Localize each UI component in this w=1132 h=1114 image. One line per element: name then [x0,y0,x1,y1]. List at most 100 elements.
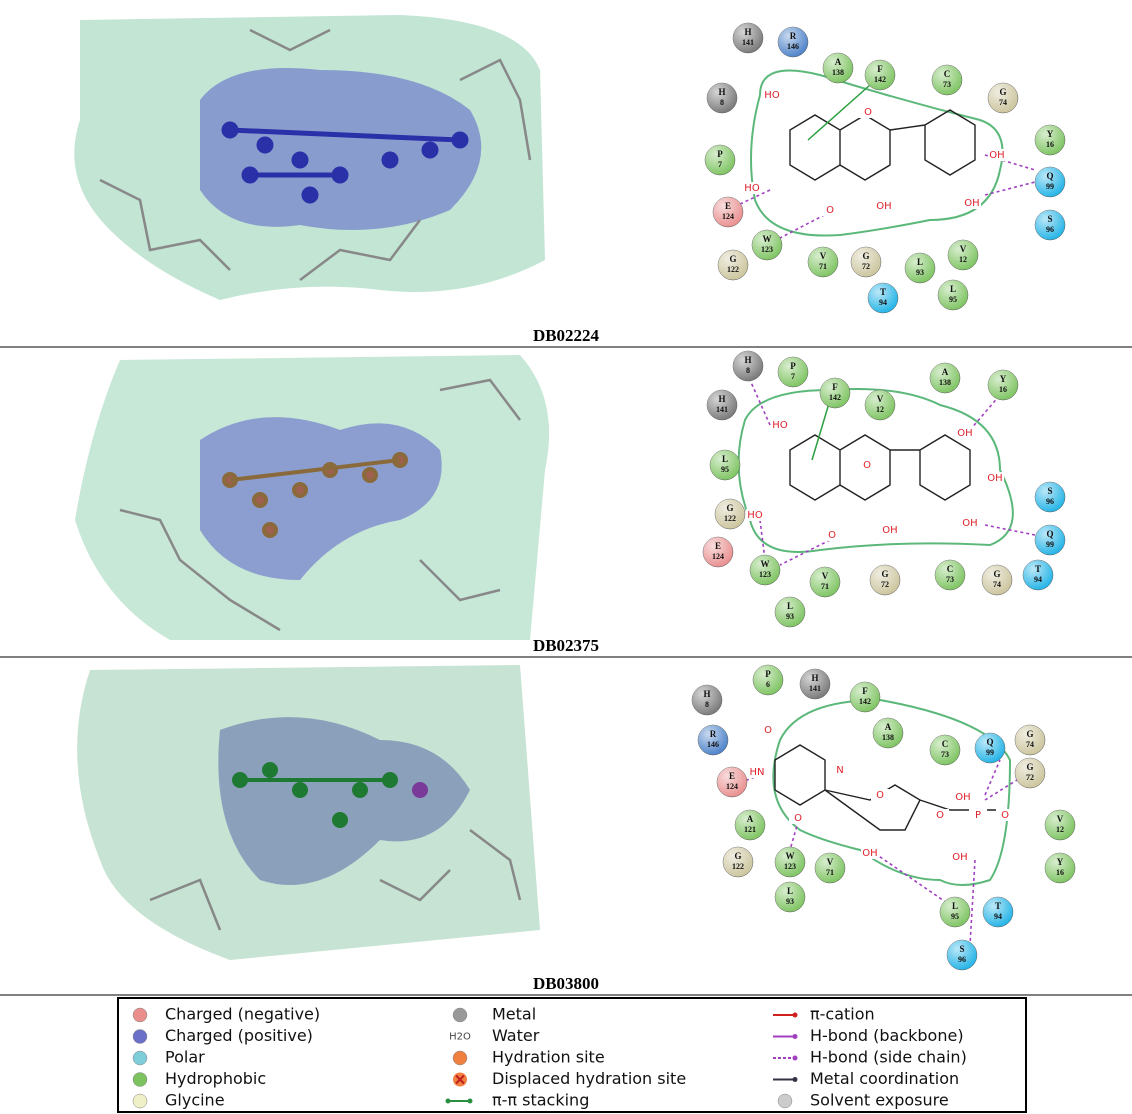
residue-code: Y [1057,857,1064,867]
residue-number: 12 [876,405,884,414]
atom-label: HO [772,420,788,431]
legend-label: H-bond (side chain) [810,1048,967,1067]
residue-code: H [718,87,725,97]
residue-code: G [881,569,888,579]
legend-icon [453,1051,467,1065]
legend-icon [793,1013,798,1018]
residue-number: 122 [732,862,744,871]
legend-icon [446,1099,451,1104]
legend-icon [133,1094,147,1108]
residue-code: C [947,564,954,574]
residue-code: G [993,569,1000,579]
legend-label: Metal [492,1005,536,1024]
residue-number: 12 [959,255,967,264]
residue-code: Q [986,737,993,747]
residue-number: 99 [986,748,994,757]
residue-number: 16 [999,385,1007,394]
residue-number: 16 [1056,868,1064,877]
residue-code: G [1026,762,1033,772]
residue-code: C [944,69,951,79]
legend-icon [793,1056,798,1061]
residue-code: S [1047,486,1052,496]
atom-label: O [876,790,884,801]
residue-code: Y [1047,129,1054,139]
render-1 [74,15,545,300]
atom-label: OH [876,201,891,212]
residue-code: P [717,149,723,159]
residue-number: 124 [722,212,734,221]
residue-code: T [880,287,886,297]
residue-number: 141 [742,38,754,47]
caption: DB02224 [533,326,600,345]
residue-number: 142 [874,75,886,84]
residue-number: 142 [859,697,871,706]
atom-label: O [863,460,871,471]
residue-number: 73 [946,575,954,584]
atom-label: O [936,810,944,821]
residue-number: 141 [809,684,821,693]
residue-code: E [715,541,721,551]
legend-label: Hydrophobic [165,1069,266,1088]
residue-code: L [950,284,956,294]
residue-number: 8 [720,98,724,107]
residue-number: 12 [1056,825,1064,834]
residue-number: 96 [958,955,966,964]
residue-code: C [942,739,949,749]
legend-icon [468,1099,473,1104]
legend-label: π-cation [810,1005,875,1024]
residue-number: 124 [726,782,738,791]
figure: DB02224HOOHOOOHOHOHH141R146A138F142C73G7… [0,0,1132,1114]
residue-number: 121 [744,825,756,834]
residue-number: 73 [943,80,951,89]
residue-code: V [827,857,834,867]
atom-label: OH [964,198,979,209]
legend-label: π-π stacking [492,1091,589,1110]
legend-icon [793,1077,798,1082]
residue-code: A [942,367,949,377]
residue-code: F [877,64,883,74]
residue-code: V [820,251,827,261]
legend-icon [133,1073,147,1087]
residue-code: G [1026,729,1033,739]
atom-label: HN [750,767,765,778]
legend-label: Metal coordination [810,1069,959,1088]
legend-label: Charged (negative) [165,1005,320,1024]
residue-number: 122 [724,514,736,523]
residue-number: 94 [879,298,887,307]
residue-code: H [744,27,751,37]
residue-number: 72 [881,580,889,589]
residue-code: G [729,254,736,264]
residue-code: W [763,234,772,244]
residue-number: 8 [705,700,709,709]
atom-label: OH [882,525,897,536]
residue-number: 16 [1046,140,1054,149]
residue-number: 74 [999,98,1007,107]
residue-code: A [835,57,842,67]
legend-label: H-bond (backbone) [810,1026,964,1045]
residue-number: 94 [1034,575,1042,584]
legend-label: Hydration site [492,1048,605,1067]
residue-code: V [1057,814,1064,824]
residue-code: L [917,257,923,267]
atom-label: P [975,810,981,821]
residue-code: T [1035,564,1041,574]
legend-icon [778,1094,792,1108]
residue-code: A [885,722,892,732]
residue-number: 74 [993,580,1001,589]
atom-label: N [836,765,843,776]
residue-number: 99 [1046,540,1054,549]
residue-number: 7 [791,372,795,381]
residue-number: 141 [716,405,728,414]
atom-label: HO [764,90,780,101]
residue-number: 146 [787,42,799,51]
residue-number: 146 [707,740,719,749]
residue-number: 71 [819,262,827,271]
residue-code: F [832,382,838,392]
residue-number: 122 [727,265,739,274]
legend-label: Displaced hydration site [492,1069,686,1088]
residue-code: A [747,814,754,824]
residue-code: E [729,771,735,781]
residue-code: R [790,31,797,41]
residue-code: S [959,944,964,954]
residue-number: 93 [786,897,794,906]
